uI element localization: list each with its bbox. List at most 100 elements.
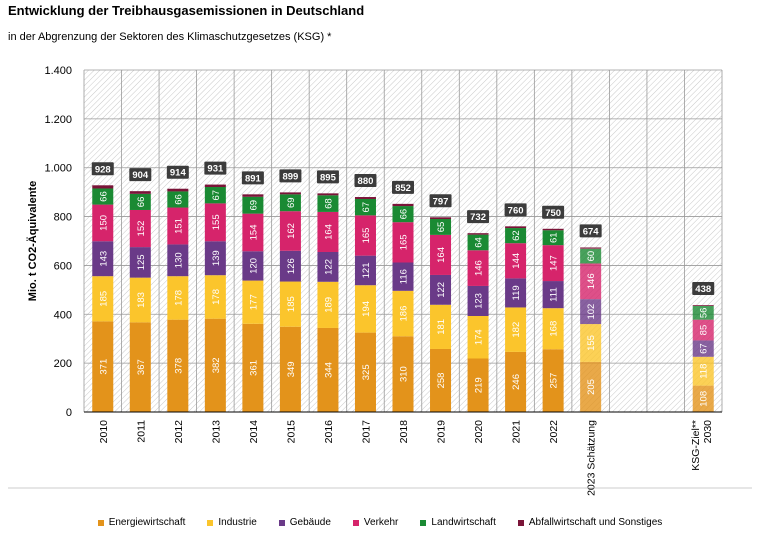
bar-segment: [505, 228, 527, 244]
bar-segment: [354, 215, 376, 256]
bar-segment: [279, 211, 301, 251]
bar-segment: [354, 285, 376, 333]
bar-segment: [467, 315, 489, 359]
bar-value-label: 118: [699, 364, 710, 379]
total-box: [316, 170, 339, 184]
bar-segment: [279, 281, 301, 327]
legend-swatch: [207, 519, 214, 526]
bar-value-label: 122: [436, 282, 447, 298]
total-label: 750: [545, 208, 561, 219]
bar-segment: [279, 192, 301, 195]
legend-label: Energiewirtschaft: [108, 517, 186, 528]
bar-value-label: 367: [136, 359, 147, 375]
total-label: 931: [207, 164, 224, 175]
bar-segment: [580, 248, 602, 264]
y-tick-label: 200: [54, 358, 72, 370]
bar-segment: [430, 219, 452, 235]
bar-value-label: 147: [549, 255, 560, 271]
bar-value-label: 205: [586, 379, 597, 395]
bar-value-label: 85: [699, 325, 710, 336]
total-label: 904: [132, 170, 149, 181]
legend-swatch: [97, 519, 104, 526]
bar-segment: [692, 356, 714, 386]
bar-segment: [129, 247, 151, 278]
bar-value-label: 126: [286, 258, 297, 274]
bar-value-label: 69: [286, 197, 297, 208]
x-tick-label: 2023 Schätzung: [586, 420, 598, 496]
bar-segment: [92, 321, 114, 412]
bar-value-label: 66: [173, 194, 184, 205]
bar-segment: [167, 319, 189, 412]
bar-segment: [580, 361, 602, 412]
legend-swatch: [420, 519, 427, 526]
bar-segment: [692, 305, 714, 320]
bar-segment: [92, 241, 114, 277]
bar-segment: [467, 285, 489, 316]
bar-value-label: 194: [361, 301, 372, 317]
bar-segment: [129, 209, 151, 248]
y-tick-label: 1.000: [44, 163, 72, 175]
bar-segment: [129, 193, 151, 210]
bar-segment: [392, 336, 414, 412]
bar-segment: [242, 213, 264, 252]
bar-segment: [430, 217, 452, 220]
x-tick-label: 2030: [702, 420, 714, 444]
bar-value-label: 130: [173, 252, 184, 268]
x-tick-label: 2020: [473, 420, 485, 444]
bar-value-label: 151: [173, 218, 184, 234]
bar-segment: [580, 299, 602, 325]
bar-segment: [354, 332, 376, 412]
bar-value-label: 325: [361, 364, 372, 380]
bar-segment: [242, 323, 264, 412]
total-box: [467, 210, 490, 224]
y-tick-label: 600: [54, 260, 72, 272]
bar-segment: [167, 191, 189, 208]
bar-segment: [392, 206, 414, 223]
total-label: 852: [395, 183, 411, 194]
bar-value-label: 344: [323, 362, 334, 378]
bar-value-label: 182: [511, 322, 522, 338]
bar-value-label: 69: [248, 200, 259, 211]
bar-segment: [505, 243, 527, 279]
bar-value-label: 150: [98, 215, 109, 231]
bar-segment: [430, 234, 452, 275]
bar-value-label: 349: [286, 361, 297, 377]
total-box: [354, 174, 377, 188]
bar-value-label: 139: [211, 250, 222, 266]
bar-value-label: 123: [474, 293, 485, 309]
bar-value-label: 68: [323, 198, 334, 209]
bar-value-label: 67: [699, 343, 710, 354]
bar-segment: [467, 234, 489, 251]
bar-value-label: 258: [436, 373, 447, 389]
bar-segment: [242, 251, 264, 281]
total-box: [204, 161, 227, 175]
bar-segment: [505, 226, 527, 229]
bar-segment: [167, 244, 189, 277]
bar-value-label: 65: [436, 222, 447, 233]
bar-segment: [317, 211, 339, 252]
bar-segment: [467, 250, 489, 286]
bar-segment: [392, 222, 414, 263]
total-label: 899: [282, 171, 298, 182]
bar-value-label: 168: [549, 321, 560, 337]
bar-value-label: 155: [586, 335, 597, 351]
bar-segment: [580, 263, 602, 300]
bar-segment: [204, 203, 226, 242]
bar-value-label: 64: [474, 237, 485, 248]
legend-label: Industrie: [218, 517, 257, 528]
bar-value-label: 143: [98, 251, 109, 267]
y-axis-label: Mio. t CO2-Äquivalente: [26, 181, 39, 301]
total-label: 732: [470, 212, 486, 223]
y-tick-label: 1.400: [44, 65, 72, 77]
x-tick-label: 2022: [548, 420, 560, 444]
bar-segment: [129, 191, 151, 194]
x-tick-label: 2017: [360, 420, 372, 444]
bar-value-label: 111: [549, 287, 560, 301]
x-tick-label: 2010: [98, 420, 110, 444]
bar-segment: [542, 228, 564, 231]
bar-value-label: 67: [211, 190, 222, 201]
bar-value-label: 122: [323, 259, 334, 275]
y-tick-label: 0: [66, 407, 72, 419]
x-tick-label: 2015: [285, 420, 297, 444]
